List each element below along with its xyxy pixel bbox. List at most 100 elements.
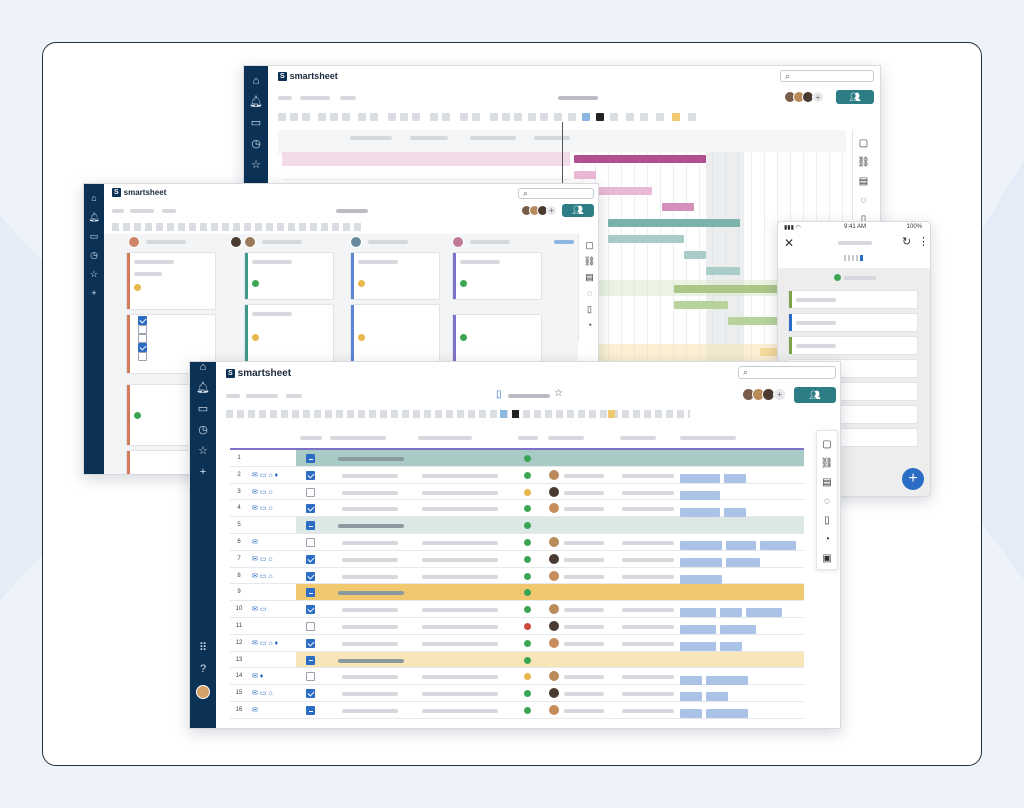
row-checkbox[interactable] (306, 655, 315, 665)
star-icon[interactable]: ☆ (198, 445, 208, 457)
comment-icon[interactable]: ▢ (858, 138, 869, 149)
share-button[interactable]: 👥︎ (562, 204, 594, 217)
row-checkbox[interactable] (306, 521, 315, 531)
tag-chip[interactable] (706, 692, 728, 702)
tag-chip[interactable] (706, 675, 748, 685)
group-row[interactable]: 5 (230, 517, 804, 534)
clock-icon[interactable]: ◷ (198, 424, 208, 436)
checkbox[interactable] (138, 352, 147, 361)
close-icon[interactable]: ✕ (784, 236, 795, 250)
row-checkbox[interactable] (306, 588, 315, 598)
tag-chip[interactable] (680, 608, 716, 618)
plus-icon[interactable]: + (91, 288, 97, 298)
tag-chip[interactable] (680, 507, 720, 517)
row-checkbox[interactable] (306, 487, 315, 497)
gantt-bar[interactable] (662, 203, 694, 211)
gantt-bar[interactable] (596, 187, 652, 195)
share-button[interactable]: 👥︎ (836, 90, 874, 104)
row-action-icons[interactable]: ✉ ▭ ⌂ (252, 555, 273, 563)
tag-chip[interactable] (680, 490, 720, 500)
activity-icon[interactable]: ◌ (586, 288, 593, 298)
row-checkbox[interactable] (306, 672, 315, 682)
row-action-icons[interactable]: ✉ ▭ ⌂ (252, 572, 273, 580)
tag-chip[interactable] (726, 558, 760, 568)
table-row[interactable]: 2 ✉ ▭ ⌂ ♦ (230, 467, 804, 484)
checkbox[interactable] (138, 343, 147, 352)
gantt-bar[interactable] (574, 171, 596, 179)
table-row[interactable]: 7 ✉ ▭ ⌂ (230, 551, 804, 568)
favorite-star-icon[interactable]: ☆ (554, 388, 563, 399)
row-action-icons[interactable]: ✉ ▭ (252, 606, 267, 614)
search-input[interactable]: ⌕ (738, 366, 836, 379)
activity-icon[interactable]: ◌ (824, 496, 830, 507)
add-collaborator-button[interactable]: + (546, 205, 557, 216)
search-input[interactable]: ⌕ (518, 188, 594, 199)
history-icon[interactable]: ◔ (823, 534, 831, 545)
comment-icon[interactable]: ▢ (585, 240, 594, 250)
link-icon[interactable]: ⛓ (820, 458, 834, 469)
tag-chip[interactable] (680, 675, 702, 685)
row-checkbox[interactable] (306, 504, 315, 514)
briefcase-icon[interactable]: ▤ (822, 477, 832, 488)
table-row[interactable]: 4 ✉ ▭ ⌂ (230, 500, 804, 518)
home-icon[interactable]: ⌂ (252, 75, 260, 87)
tag-chip[interactable] (760, 541, 796, 551)
table-row[interactable]: 14 ✉ ♦ (230, 668, 804, 686)
row-checkbox[interactable] (306, 454, 315, 463)
row-checkbox[interactable] (306, 638, 315, 648)
row-action-icons[interactable]: ✉ (252, 707, 258, 714)
add-fab-button[interactable]: + (902, 468, 924, 490)
tag-chip[interactable] (720, 608, 742, 618)
file-icon[interactable]: ▯ (824, 515, 830, 526)
folder-icon[interactable]: ▭ (197, 403, 209, 415)
list-item[interactable] (788, 336, 918, 355)
bell-icon[interactable]: 🔔︎ (196, 382, 210, 394)
clock-icon[interactable]: ◷ (251, 138, 261, 150)
tag-chip[interactable] (720, 625, 756, 635)
tag-chip[interactable] (680, 692, 702, 702)
table-row[interactable]: 12 ✉ ▭ ⌂ ♦ (230, 635, 804, 652)
list-item[interactable] (788, 313, 918, 332)
file-icon[interactable]: ▯ (860, 214, 867, 225)
checkbox[interactable] (138, 334, 147, 343)
home-icon[interactable]: ⌂ (91, 193, 97, 203)
gantt-bar[interactable] (706, 267, 740, 275)
folder-icon[interactable]: ▭ (89, 231, 99, 241)
plus-icon[interactable]: + (199, 466, 207, 478)
user-avatar[interactable] (196, 685, 210, 699)
row-checkbox[interactable] (306, 571, 315, 581)
home-icon[interactable]: ⌂ (199, 361, 207, 373)
clock-icon[interactable]: ◷ (90, 250, 98, 260)
group-row[interactable]: 13 (230, 651, 804, 669)
row-action-icons[interactable]: ✉ ▭ ⌂ (252, 505, 273, 513)
tag-chip[interactable] (680, 642, 716, 652)
tag-chip[interactable] (680, 709, 702, 719)
link-icon[interactable]: ⛓ (857, 157, 870, 168)
tag-chip[interactable] (680, 574, 722, 584)
summary-icon[interactable]: ▣ (822, 553, 832, 564)
tag-chip[interactable] (680, 541, 722, 551)
briefcase-icon[interactable]: ▤ (858, 176, 869, 187)
tag-chip[interactable] (724, 507, 746, 517)
gantt-bar[interactable] (574, 155, 706, 163)
tag-chip[interactable] (680, 474, 720, 484)
tag-chip[interactable] (726, 541, 756, 551)
refresh-icon[interactable]: ↻ (902, 236, 912, 248)
apps-icon[interactable]: ⠿ (198, 642, 208, 654)
star-icon[interactable]: ☆ (251, 159, 261, 171)
tag-chip[interactable] (680, 558, 722, 568)
more-icon[interactable]: ⋮ (918, 236, 929, 248)
row-checkbox[interactable] (306, 605, 315, 615)
table-row[interactable]: 6 ✉ (230, 534, 804, 551)
tag-chip[interactable] (706, 709, 748, 719)
comment-icon[interactable]: ▢ (822, 439, 832, 450)
group-row[interactable]: 1 (230, 450, 804, 467)
row-checkbox[interactable] (306, 622, 315, 631)
help-icon[interactable]: ? (199, 663, 207, 675)
table-row[interactable]: 10 ✉ ▭ (230, 601, 804, 618)
file-icon[interactable]: ▯ (587, 304, 592, 314)
table-row[interactable]: 3 ✉ ▭ ⌂ (230, 484, 804, 501)
bell-icon[interactable]: 🔔︎ (88, 212, 100, 222)
row-checkbox[interactable] (306, 470, 315, 480)
row-checkbox[interactable] (306, 538, 315, 547)
